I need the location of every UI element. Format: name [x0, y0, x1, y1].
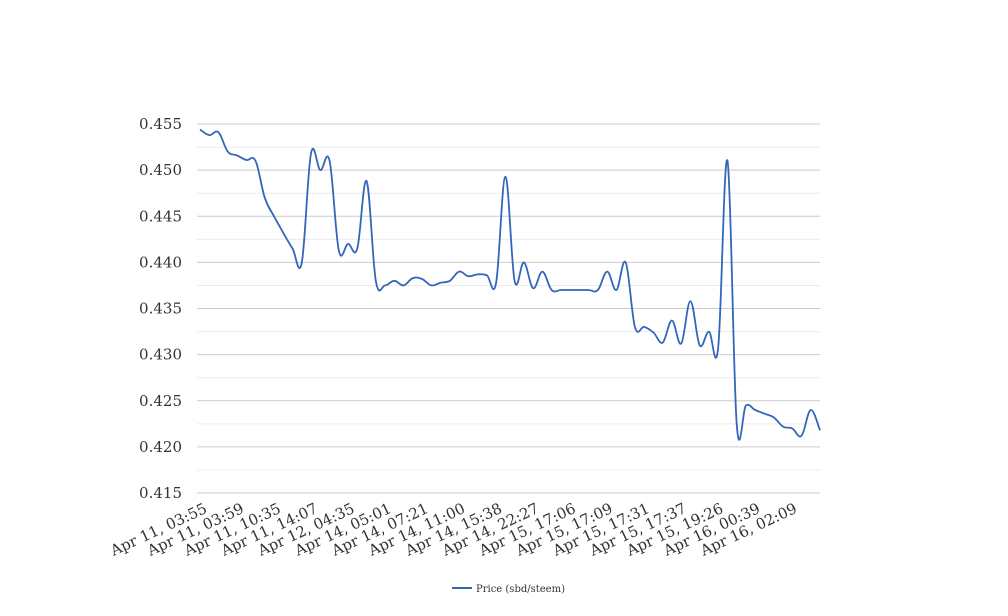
y-axis-ticks: 0.455 0.450 0.445 0.440 0.435 0.430 0.425 0.420… [139, 115, 182, 502]
y-tick-label: 0.440 [139, 253, 182, 271]
y-tick-label: 0.425 [139, 392, 182, 410]
y-tick-label: 0.455 [139, 115, 182, 133]
grid-lines [197, 123, 820, 494]
legend-label: Price (sbd/steem) [476, 584, 565, 595]
legend: Price (sbd/steem) [452, 584, 565, 595]
y-tick-label: 0.430 [139, 346, 182, 364]
series-group [199, 128, 821, 441]
y-tick-label: 0.420 [139, 438, 182, 456]
series-line-price [199, 128, 821, 441]
y-tick-label: 0.435 [139, 300, 182, 318]
y-tick-label: 0.450 [139, 161, 182, 179]
y-tick-label: 0.445 [139, 207, 182, 225]
y-tick-label: 0.415 [139, 484, 182, 502]
